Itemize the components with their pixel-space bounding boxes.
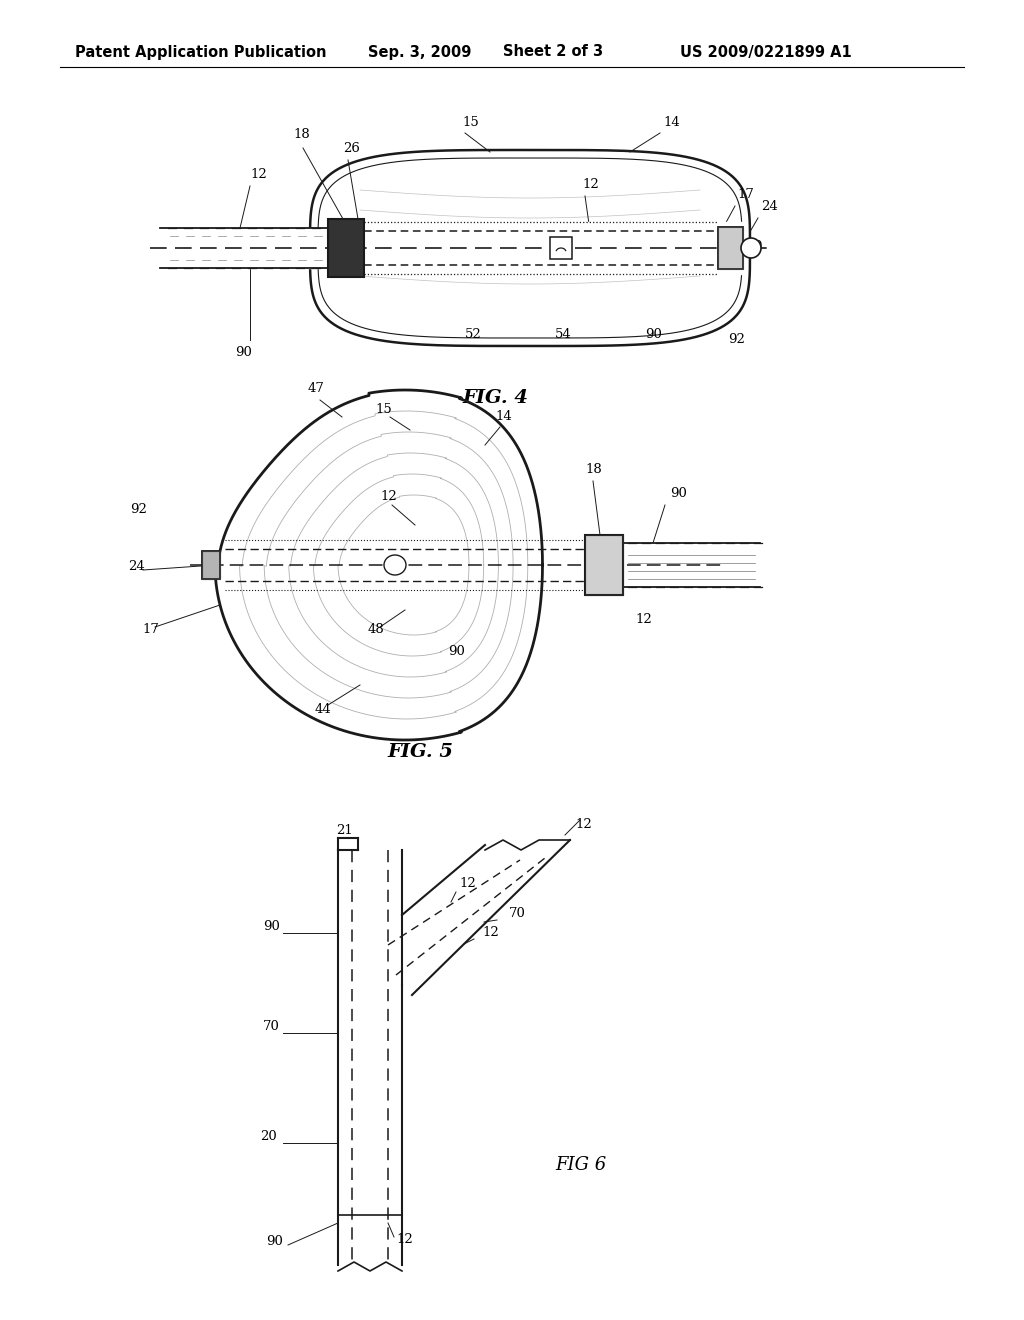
Text: 9: 9 [753,240,762,253]
Text: Sep. 3, 2009: Sep. 3, 2009 [368,45,471,59]
Text: 15: 15 [375,403,392,416]
Text: 17: 17 [142,623,159,636]
Polygon shape [338,850,402,1265]
Text: FIG. 4: FIG. 4 [462,389,528,407]
Bar [718,227,743,269]
Text: 17: 17 [737,187,754,201]
Ellipse shape [384,554,406,576]
Text: 24: 24 [128,560,144,573]
Text: 20: 20 [260,1130,276,1143]
Text: 44: 44 [315,704,332,715]
Text: 90: 90 [234,346,252,359]
Text: 48: 48 [368,623,385,636]
Bar [550,238,572,259]
Text: 12: 12 [582,178,599,191]
Text: 21: 21 [336,824,352,837]
Text: 12: 12 [459,876,476,890]
Text: FIG. 5: FIG. 5 [387,743,453,762]
Text: 18: 18 [293,128,309,141]
Text: 90: 90 [449,645,465,657]
Text: 12: 12 [482,927,499,939]
Text: 24: 24 [761,201,778,213]
Text: 12: 12 [250,168,266,181]
Text: 12: 12 [575,818,592,832]
Text: Patent Application Publication: Patent Application Publication [75,45,327,59]
Text: 18: 18 [585,463,602,477]
Text: 92: 92 [130,503,146,516]
Text: 90: 90 [670,487,687,500]
Text: US 2009/0221899 A1: US 2009/0221899 A1 [680,45,852,59]
Bar [585,535,623,595]
Text: 52: 52 [465,327,481,341]
Text: 54: 54 [555,327,571,341]
Polygon shape [310,150,750,346]
Text: Sheet 2 of 3: Sheet 2 of 3 [503,45,603,59]
Text: 12: 12 [380,490,396,503]
Text: 14: 14 [495,411,512,422]
Bar [328,219,364,277]
Text: 15: 15 [462,116,479,129]
Bar [202,550,220,579]
Text: 12: 12 [635,612,651,626]
Text: 12: 12 [396,1233,413,1246]
Text: 47: 47 [308,381,325,395]
Polygon shape [215,389,543,741]
Circle shape [741,238,761,257]
Text: 70: 70 [263,1020,280,1034]
Text: 90: 90 [266,1236,283,1247]
Text: 14: 14 [663,116,680,129]
Text: 90: 90 [645,327,662,341]
Polygon shape [402,840,570,995]
Text: 70: 70 [509,907,526,920]
Text: 92: 92 [728,333,744,346]
Text: FIG 6: FIG 6 [555,1156,606,1173]
Text: 26: 26 [343,143,359,154]
Text: 90: 90 [263,920,280,933]
